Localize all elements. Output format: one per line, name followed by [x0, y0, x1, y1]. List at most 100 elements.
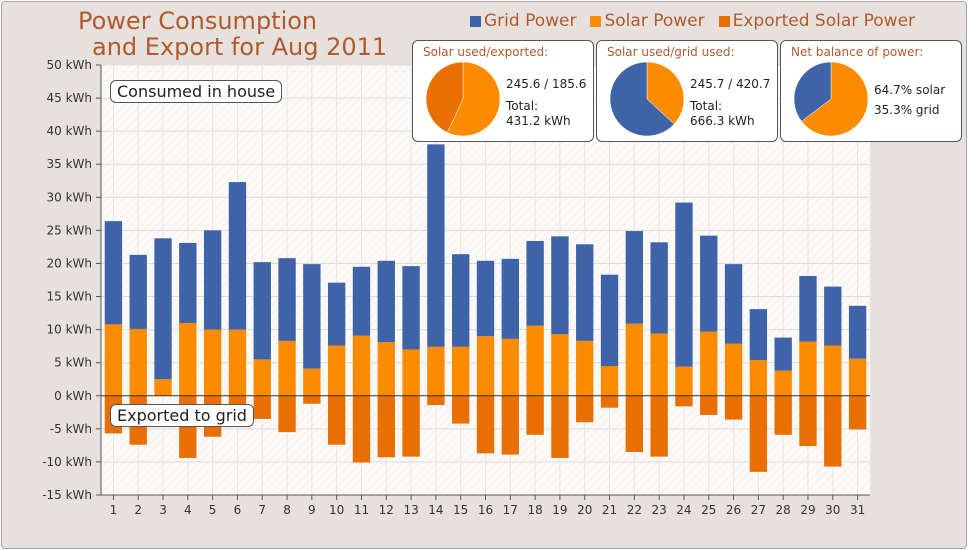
consumed-in-house-label: Consumed in house	[110, 80, 283, 103]
bar-solar	[203, 329, 222, 396]
bar-exported	[600, 395, 619, 408]
bar-solar	[551, 334, 569, 396]
bar-solar	[600, 366, 619, 396]
bar-grid	[551, 236, 569, 335]
bar-solar	[700, 331, 718, 396]
bar-grid	[327, 282, 346, 346]
x-tick-label: 19	[552, 503, 567, 517]
pie-grid-percent: 35.3% grid	[874, 103, 940, 117]
bar-exported	[675, 395, 693, 407]
bar-grid	[625, 231, 644, 324]
bar-exported	[749, 395, 768, 472]
bar-solar	[402, 349, 420, 396]
bar-exported	[799, 395, 817, 447]
bar-solar	[526, 325, 544, 396]
x-tick-label: 22	[627, 503, 642, 517]
bar-grid	[377, 260, 395, 343]
legend: Grid Power Solar Power Exported Solar Po…	[470, 11, 915, 31]
bar-solar	[848, 358, 867, 396]
pie-total-label: Total:	[506, 99, 539, 113]
bar-exported	[650, 395, 668, 457]
bar-solar	[129, 328, 147, 396]
y-tick-label: 10 kWh	[46, 323, 92, 337]
x-tick-label: 8	[283, 503, 291, 517]
x-tick-label: 4	[184, 503, 192, 517]
x-tick-label: 21	[602, 503, 617, 517]
exported-to-grid-label: Exported to grid	[110, 404, 254, 427]
bar-grid	[774, 337, 792, 371]
bar-exported	[327, 395, 346, 445]
bar-solar	[154, 379, 172, 396]
x-tick-label: 15	[453, 503, 468, 517]
legend-swatch-solar	[590, 15, 602, 27]
y-tick-label: -10 kWh	[42, 455, 92, 469]
bar-grid	[848, 305, 867, 359]
chart-title-line1: Power Consumption	[78, 7, 318, 35]
pie-solar-percent: 64.7% solar	[874, 83, 946, 97]
y-tick-label: -5 kWh	[50, 422, 92, 436]
bar-grid	[402, 266, 420, 350]
x-tick-label: 2	[134, 503, 142, 517]
bar-solar	[104, 324, 123, 396]
bar-solar	[303, 368, 321, 396]
bar-exported	[774, 395, 792, 435]
legend-label-grid: Grid Power	[484, 11, 577, 31]
bar-solar	[675, 366, 693, 396]
bar-exported	[824, 395, 842, 467]
y-tick-label: 45 kWh	[46, 91, 92, 105]
pie-slice	[447, 61, 501, 137]
x-tick-label: 29	[800, 503, 815, 517]
bar-solar	[749, 360, 768, 396]
x-tick-label: 23	[652, 503, 667, 517]
x-tick-label: 7	[258, 503, 266, 517]
pie-value-line: 245.6 / 185.6	[506, 77, 587, 91]
bar-exported	[526, 395, 544, 435]
pie-total-label: Total:	[690, 99, 723, 113]
bar-exported	[303, 395, 321, 404]
pie-total-value: 431.2 kWh	[506, 114, 571, 128]
bar-solar	[253, 359, 271, 396]
bar-solar	[824, 345, 842, 396]
bar-exported	[278, 395, 296, 433]
bar-solar	[327, 345, 346, 396]
x-tick-label: 24	[676, 503, 691, 517]
bar-solar	[377, 342, 395, 396]
bar-exported	[427, 395, 445, 406]
pie-chart	[793, 61, 869, 137]
x-tick-label: 11	[354, 503, 369, 517]
bar-exported	[452, 395, 470, 424]
bar-grid	[576, 244, 594, 341]
bar-solar	[179, 323, 197, 396]
y-tick-label: 15 kWh	[46, 290, 92, 304]
bar-exported	[253, 395, 271, 419]
bar-grid	[799, 276, 817, 342]
x-tick-label: 1	[110, 503, 118, 517]
bar-solar	[774, 370, 792, 396]
bar-solar	[576, 340, 594, 396]
bar-exported	[551, 395, 569, 458]
y-tick-label: 40 kWh	[46, 124, 92, 138]
bar-solar	[476, 336, 495, 396]
x-tick-label: 14	[428, 503, 443, 517]
bar-grid	[154, 238, 172, 380]
pie-net-balance: Net balance of power: 64.7% solar 35.3% …	[780, 40, 962, 142]
x-tick-label: 9	[308, 503, 316, 517]
x-tick-label: 16	[478, 503, 493, 517]
x-tick-label: 30	[825, 503, 840, 517]
bar-solar	[650, 333, 668, 396]
x-tick-label: 6	[234, 503, 242, 517]
bar-solar	[352, 335, 371, 396]
bar-exported	[848, 395, 867, 430]
bar-grid	[526, 240, 544, 326]
bar-grid	[452, 254, 470, 347]
bar-solar	[427, 346, 445, 396]
legend-label-solar: Solar Power	[604, 11, 705, 31]
y-tick-label: -15 kWh	[42, 488, 92, 502]
bar-grid	[203, 230, 222, 330]
bar-grid	[749, 309, 768, 361]
x-tick-label: 27	[751, 503, 766, 517]
pie-title: Net balance of power:	[791, 45, 924, 59]
bar-solar	[228, 329, 247, 396]
pie-slice	[793, 61, 832, 122]
bar-grid	[278, 258, 296, 341]
